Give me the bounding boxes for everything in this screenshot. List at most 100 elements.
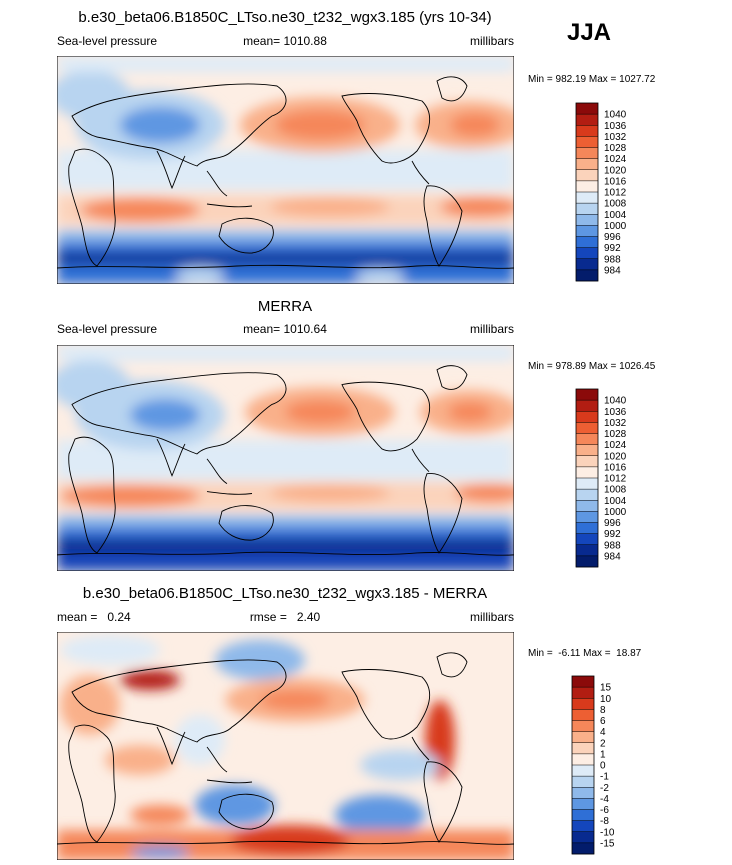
colorbar-tick-label: 1028 xyxy=(604,429,627,440)
colorbar-swatch xyxy=(576,455,598,468)
colorbar-tick-label: 2 xyxy=(600,738,606,749)
colorbar-tick-label: 10 xyxy=(600,694,612,705)
panel-2-colorbar: 1040103610321028102410201016101210081004… xyxy=(575,388,627,568)
panel-1-colorbar: 1040103610321028102410201016101210081004… xyxy=(575,102,627,282)
colorbar-tick-label: 1012 xyxy=(604,474,627,485)
colorbar-swatch xyxy=(576,225,598,237)
panel-1-map xyxy=(57,56,514,284)
colorbar-swatch xyxy=(572,709,594,721)
colorbar-swatch xyxy=(572,742,594,755)
colorbar-tick-label: -1 xyxy=(600,772,609,783)
colorbar-swatch xyxy=(572,798,594,810)
colorbar-swatch xyxy=(576,136,598,148)
panel-2-map xyxy=(57,345,514,571)
colorbar-swatch xyxy=(576,103,598,115)
colorbar-tick-label: 1032 xyxy=(604,132,627,143)
colorbar-tick-label: 1040 xyxy=(604,396,627,407)
colorbar-tick-label: -2 xyxy=(600,783,609,794)
colorbar-swatch xyxy=(576,544,598,557)
panel-2-mean-label: mean= 1010.64 xyxy=(243,322,327,336)
panel-3-left-label: mean = 0.24 xyxy=(57,610,131,624)
colorbar-swatch xyxy=(572,753,594,766)
season-label: JJA xyxy=(567,19,611,46)
colorbar-swatch xyxy=(576,466,598,479)
colorbar-swatch xyxy=(572,687,594,699)
colorbar-swatch xyxy=(576,511,598,523)
colorbar-swatch xyxy=(576,147,598,159)
panel-3-units-label: millibars xyxy=(470,610,514,624)
colorbar-tick-label: -8 xyxy=(600,816,609,827)
panel-3-rmse-label: rmse = 2.40 xyxy=(250,610,321,624)
colorbar-swatch xyxy=(576,125,598,137)
colorbar-swatch xyxy=(576,444,598,457)
colorbar-tick-label: 1016 xyxy=(604,176,627,187)
panel-2-range-label: Min = 978.89 Max = 1026.45 xyxy=(528,361,656,372)
panel-1-units-label: millibars xyxy=(470,34,514,48)
colorbar-swatch xyxy=(576,500,598,512)
colorbar-swatch xyxy=(572,809,594,821)
panel-3-title: b.e30_beta06.B1850C_LTso.ne30_t232_wgx3.… xyxy=(83,585,487,602)
colorbar-tick-label: 1040 xyxy=(604,110,627,121)
panel-2-left-label: Sea-level pressure xyxy=(57,322,157,336)
colorbar-swatch xyxy=(576,411,598,423)
colorbar-tick-label: 1020 xyxy=(604,165,627,176)
panel-3-range-label: Min = -6.11 Max = 18.87 xyxy=(528,648,642,659)
colorbar-tick-label: 15 xyxy=(600,683,612,694)
colorbar-tick-label: 1024 xyxy=(604,440,627,451)
colorbar-swatch xyxy=(576,422,598,434)
colorbar-tick-label: 1004 xyxy=(604,210,627,221)
colorbar-swatch xyxy=(576,258,598,271)
panel-2-title: MERRA xyxy=(258,298,312,315)
colorbar-swatch xyxy=(572,698,594,710)
colorbar-tick-label: 1000 xyxy=(604,221,627,232)
colorbar-swatch xyxy=(576,269,598,282)
panel-merra: MERRA Sea-level pressure mean= 1010.64 m… xyxy=(57,298,656,571)
colorbar-tick-label: 4 xyxy=(600,727,606,738)
colorbar-tick-label: 1000 xyxy=(604,507,627,518)
colorbar-tick-label: -10 xyxy=(600,827,615,838)
colorbar-tick-label: 984 xyxy=(604,265,621,276)
colorbar-swatch xyxy=(572,820,594,833)
colorbar-tick-label: 1008 xyxy=(604,199,627,210)
colorbar-swatch xyxy=(572,731,594,744)
colorbar-swatch xyxy=(576,203,598,215)
colorbar-swatch xyxy=(572,842,594,855)
colorbar-swatch xyxy=(576,489,598,501)
colorbar-swatch xyxy=(576,180,598,193)
colorbar-tick-label: -15 xyxy=(600,838,615,849)
colorbar-tick-label: 1016 xyxy=(604,462,627,473)
colorbar-tick-label: 992 xyxy=(604,243,621,254)
colorbar-tick-label: 984 xyxy=(604,551,621,562)
colorbar-tick-label: 8 xyxy=(600,705,606,716)
panel-1-range-label: Min = 982.19 Max = 1027.72 xyxy=(528,74,656,85)
colorbar-tick-label: 1032 xyxy=(604,418,627,429)
colorbar-tick-label: 1020 xyxy=(604,451,627,462)
panel-model: b.e30_beta06.B1850C_LTso.ne30_t232_wgx3.… xyxy=(57,9,656,284)
colorbar-tick-label: 1028 xyxy=(604,143,627,154)
colorbar-swatch xyxy=(576,247,598,260)
colorbar-swatch xyxy=(576,433,598,445)
panel-2-units-label: millibars xyxy=(470,322,514,336)
colorbar-tick-label: -4 xyxy=(600,794,609,805)
panel-1-left-label: Sea-level pressure xyxy=(57,34,157,48)
colorbar-swatch xyxy=(572,676,594,688)
colorbar-swatch xyxy=(572,831,594,844)
colorbar-swatch xyxy=(572,720,594,732)
colorbar-tick-label: 988 xyxy=(604,254,621,265)
colorbar-swatch xyxy=(576,555,598,568)
colorbar-swatch xyxy=(576,533,598,546)
colorbar-swatch xyxy=(576,214,598,226)
colorbar-swatch xyxy=(576,169,598,182)
colorbar-swatch xyxy=(576,114,598,126)
colorbar-swatch xyxy=(576,522,598,534)
colorbar-tick-label: 1036 xyxy=(604,121,627,132)
colorbar-tick-label: 1008 xyxy=(604,485,627,496)
colorbar-swatch xyxy=(576,236,598,248)
colorbar-tick-label: -6 xyxy=(600,805,609,816)
colorbar-swatch xyxy=(572,776,594,788)
colorbar-tick-label: 1012 xyxy=(604,188,627,199)
colorbar-tick-label: 6 xyxy=(600,716,606,727)
colorbar-tick-label: 1036 xyxy=(604,407,627,418)
